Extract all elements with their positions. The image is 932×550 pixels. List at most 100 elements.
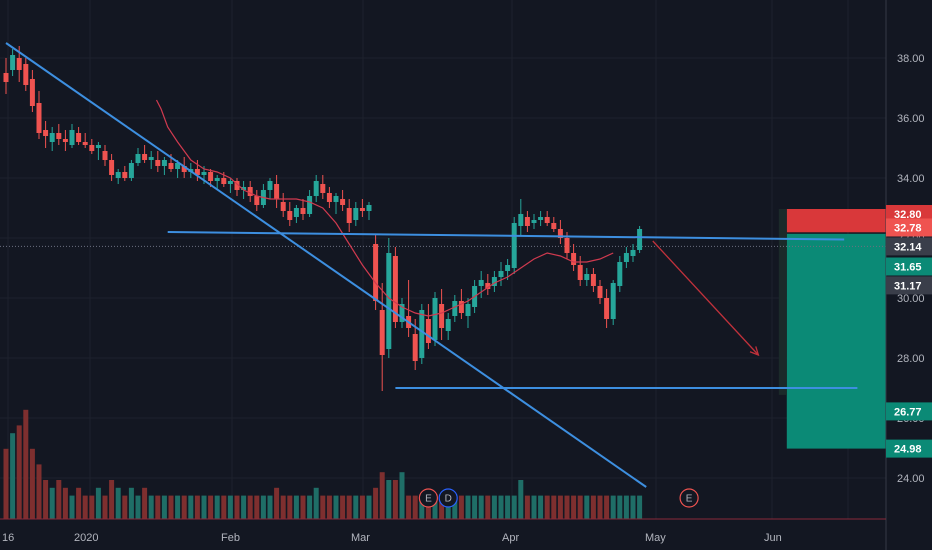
candle-body xyxy=(109,160,115,175)
volume-bar xyxy=(604,495,610,519)
candle-body xyxy=(122,172,128,178)
candle-body xyxy=(439,304,445,328)
candle-body xyxy=(524,217,530,226)
candle-body xyxy=(571,253,577,265)
candle-body xyxy=(597,286,603,298)
price-tag-bg xyxy=(886,439,932,458)
trendline xyxy=(167,231,845,241)
moving-average xyxy=(155,99,614,317)
volume-bar xyxy=(227,495,233,519)
time-tick-label: Feb xyxy=(221,532,240,544)
arrow-shaft xyxy=(652,240,759,356)
candle-body xyxy=(49,133,55,142)
volume-bar xyxy=(373,487,379,519)
volume-bar xyxy=(590,495,596,519)
time-tick-label: Apr xyxy=(502,532,519,544)
trendline xyxy=(5,42,647,488)
candle-body xyxy=(201,172,207,175)
candle-body xyxy=(373,244,379,301)
volume-bar xyxy=(379,472,385,519)
event-marker-circle xyxy=(418,488,438,508)
volume-bar xyxy=(254,495,260,519)
candle-body xyxy=(353,208,359,220)
volume-bar xyxy=(293,495,299,519)
volume-bar xyxy=(181,495,187,519)
position-zones[interactable] xyxy=(0,209,886,449)
volume-bar xyxy=(89,495,95,519)
candle-body xyxy=(280,202,286,211)
candle-body xyxy=(43,130,49,136)
candle-body xyxy=(234,181,240,190)
volume-bar xyxy=(623,495,629,519)
candle-body xyxy=(432,298,438,340)
event-marker-label: E xyxy=(425,494,432,505)
volume-bar xyxy=(452,495,458,519)
candle-body xyxy=(267,181,273,190)
event-marker-circle xyxy=(679,488,699,508)
price-tag-bg xyxy=(886,237,932,256)
volume-bar xyxy=(399,472,405,519)
price-tag-label: 31.65 xyxy=(894,262,922,274)
volume-bar xyxy=(115,487,121,519)
volume-bar xyxy=(458,495,464,519)
candle-body xyxy=(505,265,511,271)
candle-body xyxy=(274,184,280,199)
candle-body xyxy=(168,163,174,169)
candle-body xyxy=(531,220,537,223)
candle-body xyxy=(82,142,88,145)
volume-bar xyxy=(353,495,359,519)
candle-body xyxy=(135,154,141,163)
take-profit-zone xyxy=(786,233,886,449)
candle-body xyxy=(452,301,458,316)
candle-body xyxy=(630,250,636,256)
candle-body xyxy=(115,172,121,178)
price-tag-bg xyxy=(886,402,932,421)
price-tag-label: 24.98 xyxy=(894,444,922,456)
candle-body xyxy=(227,181,233,184)
candle-body xyxy=(392,256,398,322)
volume-bar xyxy=(637,495,643,519)
candle-body xyxy=(161,160,167,166)
volume-bar xyxy=(320,495,326,519)
volume-bar xyxy=(56,480,62,519)
candle-body xyxy=(128,163,134,178)
candle-body xyxy=(379,310,385,355)
candle-body xyxy=(95,145,101,148)
time-tick-label: 16 xyxy=(2,532,14,544)
candle-body xyxy=(498,271,504,277)
candle-body xyxy=(29,79,35,106)
event-marker-circle xyxy=(438,488,458,508)
volume-bar xyxy=(274,487,280,519)
candle-body xyxy=(221,178,227,184)
grid xyxy=(0,0,886,519)
volume-bar xyxy=(531,495,537,519)
volume-bar xyxy=(419,495,425,519)
price-tag-label: 26.77 xyxy=(894,406,922,418)
projection-arrow[interactable] xyxy=(652,240,760,357)
volume-bar xyxy=(439,495,445,519)
volume-bar xyxy=(386,480,392,519)
trendlines[interactable] xyxy=(5,42,858,488)
price-tick-label: 38.00 xyxy=(897,53,925,65)
volume-bar xyxy=(538,495,544,519)
price-tag-label: 31.17 xyxy=(894,280,922,292)
volume-bar xyxy=(584,495,590,519)
volume-bar xyxy=(300,495,306,519)
volume-bar xyxy=(142,487,148,519)
volume-bar xyxy=(307,495,313,519)
candle-body xyxy=(208,172,214,181)
candle-body xyxy=(419,310,425,358)
candle-body xyxy=(23,64,29,85)
candle-body xyxy=(175,163,181,169)
volume-bar xyxy=(3,448,9,519)
volume-bar xyxy=(564,495,570,519)
candle-body xyxy=(478,280,484,286)
candle-body xyxy=(458,301,464,313)
price-tick-label: 30.00 xyxy=(897,293,925,305)
volume-bar xyxy=(122,495,128,519)
volume-bar xyxy=(62,487,68,519)
volume-bar xyxy=(412,495,418,519)
volume-bar xyxy=(432,495,438,519)
